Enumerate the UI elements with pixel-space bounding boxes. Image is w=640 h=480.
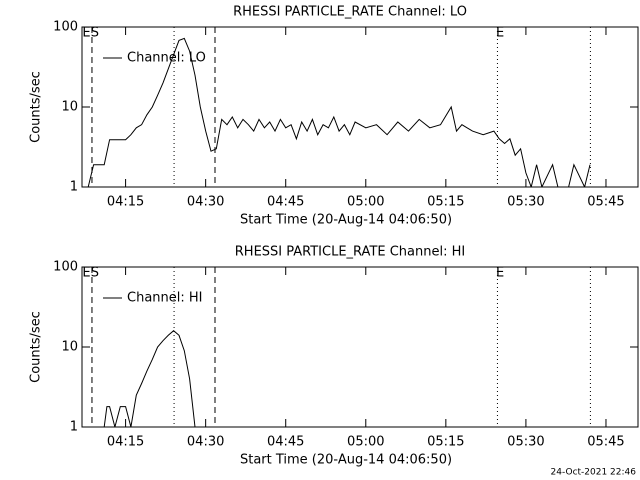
x-axis-label: Start Time (20-Aug-14 04:06:50) (240, 213, 452, 228)
x-tick-label: 05:45 (587, 435, 624, 450)
x-tick-label: 05:30 (507, 435, 544, 450)
x-tick-label: 04:30 (187, 195, 224, 210)
y-tick-label: 10 (61, 340, 78, 355)
y-axis-label: Counts/sec (29, 71, 44, 143)
data-line (103, 330, 196, 427)
x-tick-label: 05:15 (427, 195, 464, 210)
x-tick-label: 04:15 (107, 195, 144, 210)
x-tick-label: 05:00 (347, 435, 384, 450)
y-tick-label: 1 (70, 180, 78, 195)
x-tick-label: 05:30 (507, 195, 544, 210)
marker-label: E (496, 26, 504, 41)
data-line (87, 37, 591, 187)
legend-label: Channel: LO (127, 51, 206, 66)
legend-label: Channel: HI (127, 291, 203, 306)
y-tick-label: 100 (53, 20, 78, 35)
chart-title: RHESSI PARTICLE_RATE Channel: HI (235, 245, 465, 260)
marker-label: S (91, 266, 99, 281)
y-tick-label: 10 (61, 100, 78, 115)
y-tick-label: 100 (53, 260, 78, 275)
marker-label: S (91, 26, 99, 41)
x-tick-label: 05:00 (347, 195, 384, 210)
y-tick-label: 1 (70, 420, 78, 435)
x-axis-label: Start Time (20-Aug-14 04:06:50) (240, 453, 452, 468)
chart-title: RHESSI PARTICLE_RATE Channel: LO (233, 5, 467, 20)
x-tick-label: 04:30 (187, 435, 224, 450)
x-tick-label: 04:15 (107, 435, 144, 450)
footer-timestamp: 24-Oct-2021 22:46 (551, 468, 637, 478)
y-axis-label: Counts/sec (29, 311, 44, 383)
x-tick-label: 04:45 (267, 435, 304, 450)
x-tick-label: 05:15 (427, 435, 464, 450)
marker-label: E (496, 266, 504, 281)
marker-label: E (82, 26, 90, 41)
marker-label: E (82, 266, 90, 281)
x-tick-label: 05:45 (587, 195, 624, 210)
x-tick-label: 04:45 (267, 195, 304, 210)
